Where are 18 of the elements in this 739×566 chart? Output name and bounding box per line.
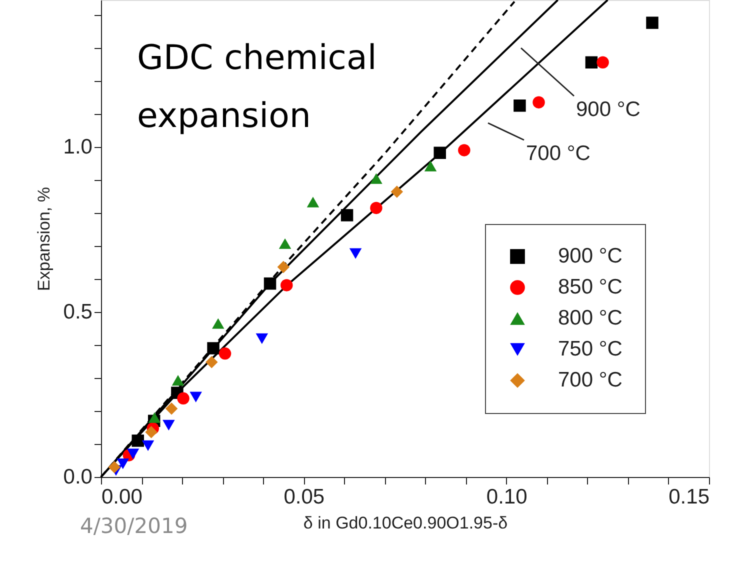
- y-tick-label: 0.5: [63, 300, 92, 324]
- text: 4/30/2019: [80, 514, 188, 538]
- y-tick-label: 0.0: [63, 466, 92, 488]
- legend-label: 850 °C: [558, 276, 622, 298]
- x-tick-label: 0.10: [486, 486, 528, 508]
- x-axis-title: δ in Gd0.10Ce0.90O1.95-δ: [303, 514, 508, 532]
- x-tick-label: 0.15: [668, 486, 710, 508]
- annotation: GDC chemical expansion: [137, 38, 377, 136]
- y-tick-label: 1.0: [63, 135, 92, 158]
- y-axis-title: Expansion, %: [34, 187, 54, 291]
- annotation: 900 °C: [576, 98, 640, 121]
- legend-label: 750 °C: [558, 338, 622, 360]
- legend-label: 700 °C: [558, 368, 622, 392]
- legend-label: 900 °C: [558, 244, 622, 268]
- legend-label: 800 °C: [558, 306, 622, 330]
- x-tick-label: 0.00: [102, 486, 142, 508]
- annotation: 700 °C: [526, 142, 590, 165]
- x-tick-label: 0.05: [284, 486, 325, 508]
